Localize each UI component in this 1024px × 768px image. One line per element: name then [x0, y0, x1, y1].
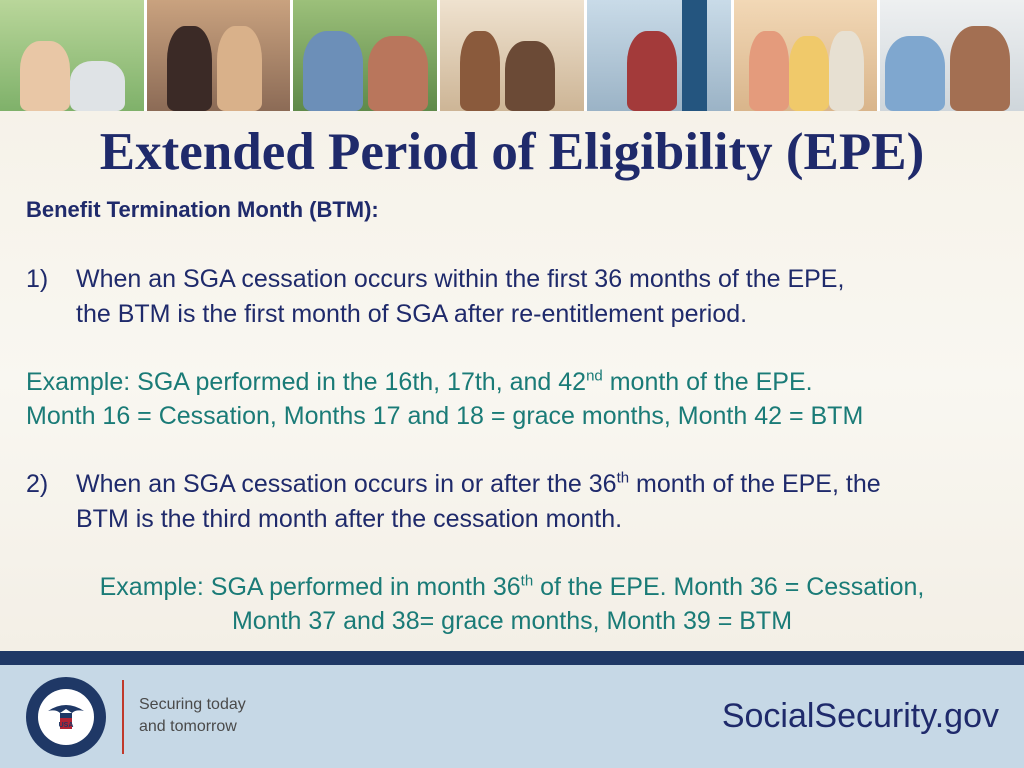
list-text-line: BTM is the third month after the cessati…: [76, 505, 623, 533]
seal-text: USA: [58, 722, 74, 729]
list-number: 1): [26, 265, 49, 293]
photo-banner: [0, 0, 1024, 111]
list-text-line: When an SGA cessation occurs within the …: [76, 265, 845, 293]
example-1: Example: SGA performed in the 16th, 17th…: [26, 365, 863, 433]
list-text-line: When an SGA cessation occurs in or after…: [76, 469, 881, 498]
list-text-line: the BTM is the first month of SGA after …: [76, 300, 748, 328]
banner-photo-women-shopping: [146, 0, 291, 111]
banner-photo-older-couple: [293, 0, 438, 111]
list-number: 2): [26, 470, 49, 498]
banner-photo-father-child: [880, 0, 1024, 111]
example-line: Example: SGA performed in the 16th, 17th…: [26, 367, 813, 396]
footer-divider: [122, 680, 124, 754]
website-link[interactable]: SocialSecurity.gov: [721, 697, 999, 735]
banner-photo-friends-beach: [733, 0, 878, 111]
ssa-seal-logo: USA: [26, 677, 106, 757]
slide-body: [0, 111, 1024, 651]
example-2: Example: SGA performed in month 36th of …: [0, 570, 1024, 638]
banner-photo-family-park: [0, 0, 144, 111]
banner-photo-caregivers: [440, 0, 584, 111]
eagle-icon: [48, 705, 84, 729]
footer-stripe: [0, 651, 1024, 665]
slide-title: Extended Period of Eligibility (EPE): [99, 123, 925, 181]
example-line: Month 16 = Cessation, Months 17 and 18 =…: [26, 402, 864, 430]
section-heading: Benefit Termination Month (BTM):: [26, 197, 379, 222]
tagline: Securing today and tomorrow: [139, 696, 246, 735]
example-line: Example: SGA performed in month 36th of …: [99, 572, 925, 601]
banner-photo-wheelchair: [586, 0, 731, 111]
example-line: Month 37 and 38= grace months, Month 39 …: [231, 607, 793, 635]
footer: [0, 665, 1024, 768]
